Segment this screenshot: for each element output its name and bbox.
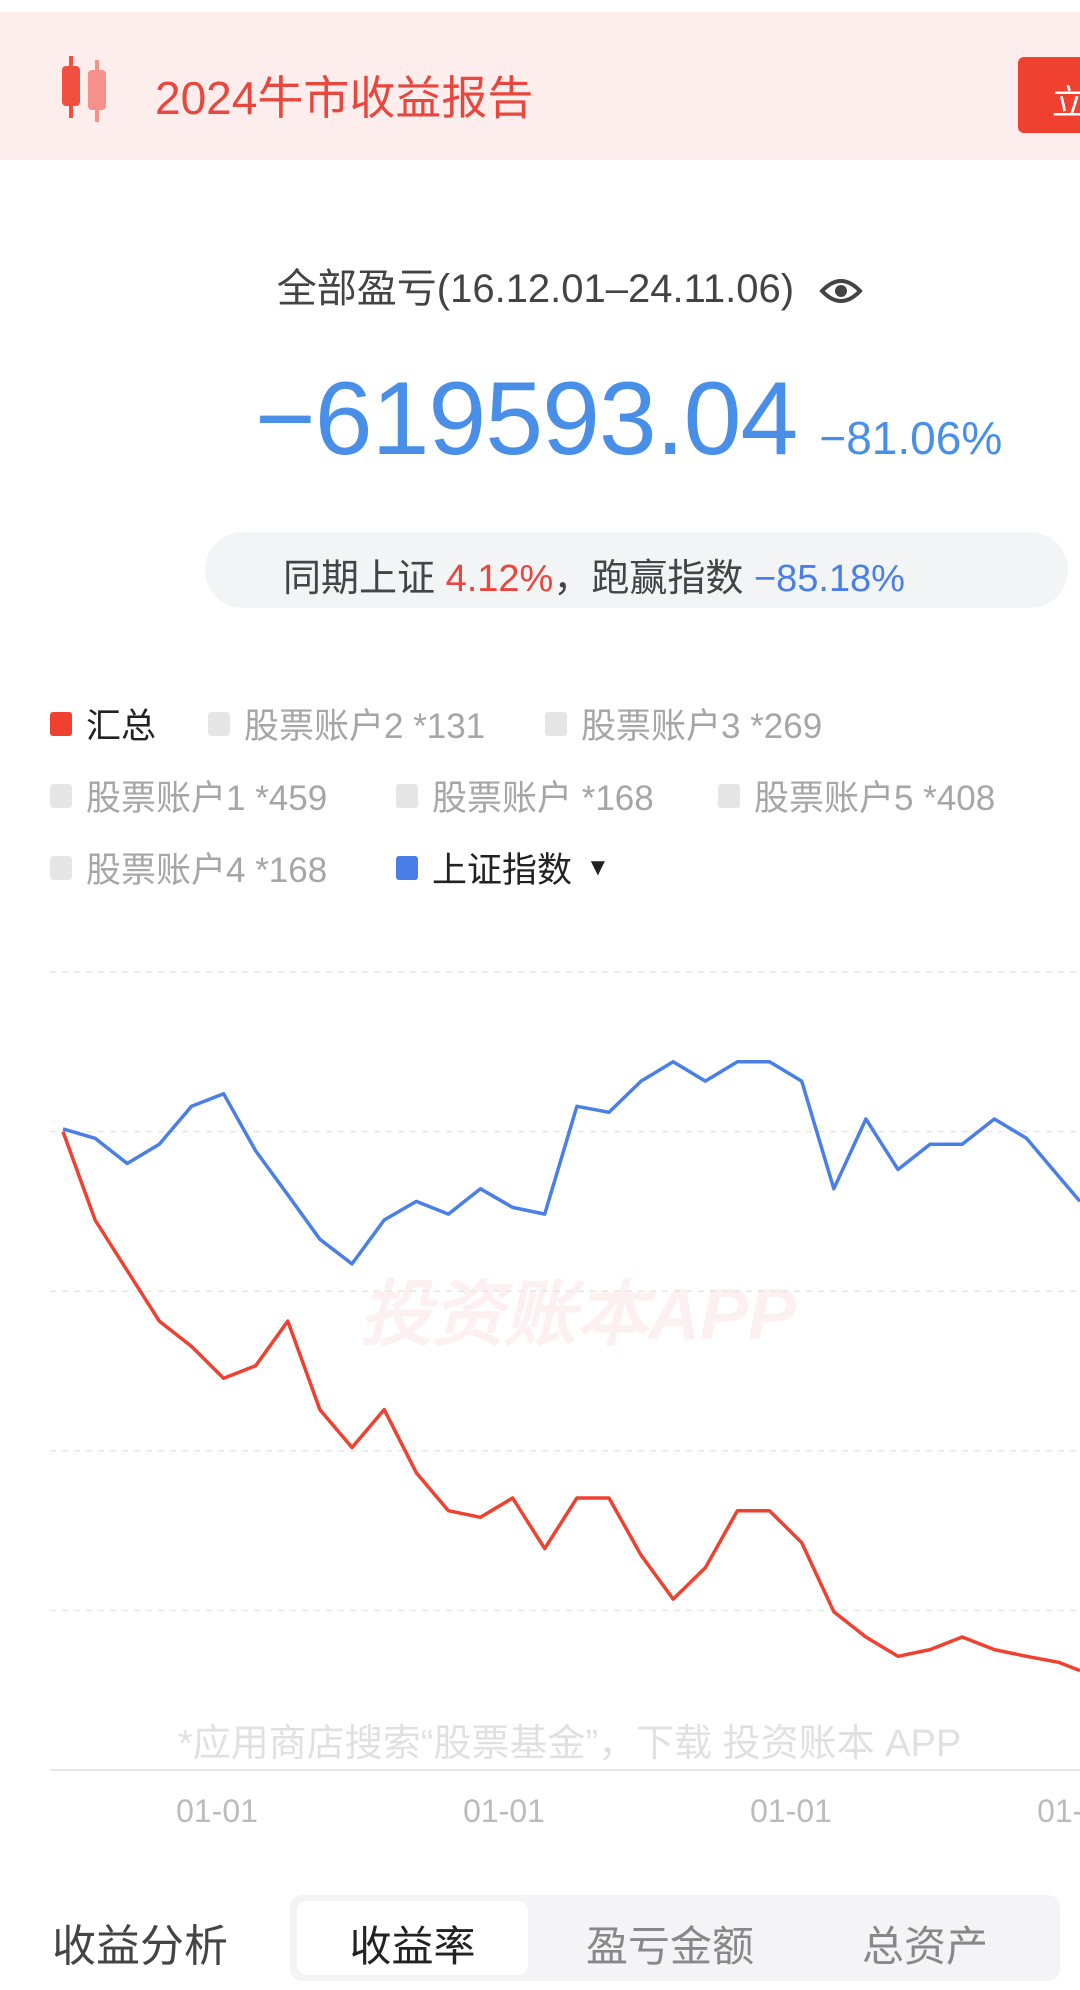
tab-pl-amount[interactable]: 盈亏金额 [585, 1923, 754, 1970]
return-chart[interactable]: 01-01 01-01 01-01 01-01 [0, 940, 1080, 1840]
legend-swatch [545, 711, 567, 736]
x-tick-label: 01-01 [176, 1793, 258, 1829]
series-line [62, 1060, 1080, 1266]
legend-swatch [50, 855, 72, 880]
footer-note: *应用商店搜索“股票基金”，下载 投资账本 APP [178, 1723, 962, 1765]
x-tick-label: 01-01 [750, 1793, 832, 1829]
total-pl-label: 全部盈亏(16.12.01–24.11.06) [276, 267, 795, 311]
tab-return-rate[interactable]: 收益率 [297, 1901, 528, 1975]
index-comparison: 同期上证 4.12%，跑赢指数 −85.18% [205, 532, 1068, 608]
legend-item-sse-index[interactable]: 上证指数 ▼ [396, 842, 610, 893]
eye-icon[interactable] [819, 269, 863, 313]
legend-swatch [50, 711, 72, 736]
legend-item-account3[interactable]: 股票账户3 *269 [545, 698, 822, 749]
total-pl-value: −619593.04 −81.06% [255, 360, 1002, 479]
x-tick-label: 01-01 [1037, 1793, 1080, 1829]
compare-prefix: 同期上证 [283, 558, 446, 600]
compare-mid: ，跑赢指数 [553, 558, 754, 600]
legend-swatch [396, 783, 418, 808]
legend-item-account1[interactable]: 股票账户1 *459 [50, 770, 327, 821]
legend-label: 股票账户3 *269 [581, 707, 823, 746]
legend-item-account5[interactable]: 股票账户5 *408 [718, 770, 995, 821]
legend-item-account[interactable]: 股票账户 *168 [396, 770, 654, 821]
legend-label: 股票账户1 *459 [86, 779, 328, 818]
legend-label: 汇总 [86, 707, 157, 746]
x-tick-label: 01-01 [463, 1793, 545, 1829]
legend-item-account2[interactable]: 股票账户2 *131 [208, 698, 485, 749]
legend-label: 股票账户2 *131 [244, 707, 486, 746]
legend-swatch [396, 855, 418, 880]
tab-total-assets[interactable]: 总资产 [861, 1923, 988, 1970]
banner-title: 2024牛市收益报告 [155, 72, 534, 124]
legend-swatch [50, 783, 72, 808]
legend-swatch [208, 711, 230, 736]
legend-item-account4[interactable]: 股票账户4 *168 [50, 842, 327, 893]
total-pl-percent: −81.06% [819, 412, 1003, 464]
legend-label: 股票账户 *168 [432, 779, 654, 818]
legend-label: 上证指数 [432, 851, 573, 890]
legend-label: 股票账户5 *408 [754, 779, 996, 818]
legend-label: 股票账户4 *168 [86, 851, 328, 890]
analysis-title: 收益分析 [52, 1922, 228, 1971]
series-line [61, 1131, 1080, 1673]
legend-item-total[interactable]: 汇总 [50, 698, 156, 749]
promo-banner[interactable]: 2024牛市收益报告 立 [0, 12, 1080, 160]
total-pl-amount: −619593.04 [255, 361, 798, 477]
metric-tabs: 收益率 盈亏金额 总资产 [290, 1895, 1060, 1981]
index-return: 4.12% [445, 558, 554, 600]
excess-return: −85.18% [753, 558, 905, 600]
candlestick-icon [62, 56, 106, 122]
total-pl-header: 全部盈亏(16.12.01–24.11.06) [0, 256, 1080, 314]
legend-swatch [718, 783, 740, 808]
watermark: 投资账本APP [360, 1275, 797, 1355]
banner-action-button[interactable]: 立 [1018, 57, 1080, 133]
dropdown-triangle-icon[interactable]: ▼ [586, 853, 610, 881]
